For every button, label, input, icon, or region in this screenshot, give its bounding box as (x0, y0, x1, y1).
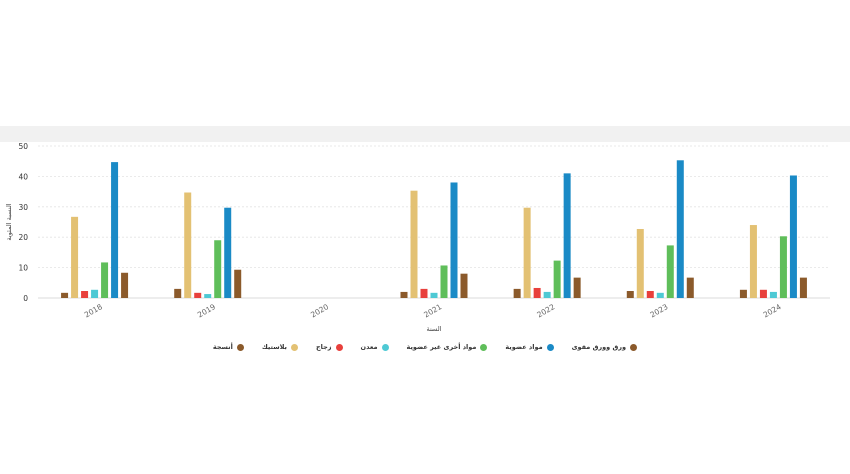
x-axis-ticks: 2018 2019 2020 2021 2022 2023 2024 (83, 302, 783, 319)
bar[interactable] (573, 277, 581, 298)
legend-label: أنسجة (212, 343, 233, 351)
bar[interactable] (759, 289, 767, 298)
bar[interactable] (513, 288, 521, 298)
y-tick-label: 30 (18, 203, 28, 212)
bar[interactable] (533, 287, 541, 298)
bar[interactable] (563, 173, 571, 298)
bar[interactable] (799, 277, 807, 298)
bar[interactable] (676, 160, 684, 298)
x-axis-label: السنة (426, 325, 441, 333)
bar[interactable] (460, 273, 468, 298)
legend-marker (290, 343, 298, 351)
legend-marker (630, 343, 638, 351)
legend-item[interactable]: بلاستيك (262, 343, 298, 351)
bar[interactable] (769, 291, 777, 298)
legend-marker (335, 343, 343, 351)
legend-label: بلاستيك (261, 343, 287, 351)
bar[interactable] (91, 289, 99, 298)
x-tick-label: 2022 (535, 302, 556, 319)
bar[interactable] (400, 291, 408, 298)
legend-item[interactable]: مواد أخرى غير عضوية (407, 343, 488, 351)
bar[interactable] (204, 294, 212, 298)
bar[interactable] (749, 225, 757, 298)
chart-header-band (0, 126, 850, 142)
bar[interactable] (646, 291, 654, 298)
y-tick-label: 50 (18, 142, 28, 151)
y-axis-ticks: 0 10 20 30 40 50 (18, 142, 28, 303)
bar[interactable] (224, 207, 232, 298)
y-tick-label: 10 (18, 264, 28, 273)
chart-legend: أنسجة بلاستيك زجاج معدن مواد أخرى غير عضوية م… (150, 340, 700, 354)
bar[interactable] (121, 272, 129, 298)
bar[interactable] (430, 292, 438, 298)
y-tick-label: 40 (18, 172, 28, 181)
bar[interactable] (101, 262, 109, 298)
bar[interactable] (666, 245, 674, 298)
bar[interactable] (214, 240, 222, 298)
bar[interactable] (779, 236, 787, 298)
grid-lines (38, 145, 830, 299)
bar[interactable] (543, 291, 551, 298)
bar[interactable] (789, 175, 797, 298)
bar[interactable] (234, 269, 242, 298)
y-tick-label: 20 (18, 233, 28, 242)
bar[interactable] (111, 162, 119, 298)
legend-label: زجاج (315, 343, 332, 351)
bar[interactable] (686, 277, 694, 298)
y-axis-label: النسبة المئوية (5, 203, 13, 240)
bar[interactable] (194, 292, 202, 298)
legend-marker (381, 343, 389, 351)
bar[interactable] (636, 228, 644, 298)
legend-label: مواد أخرى غير عضوية (406, 343, 477, 351)
bar[interactable] (420, 288, 428, 298)
bar[interactable] (61, 292, 69, 298)
x-tick-label: 2018 (83, 302, 104, 319)
bar[interactable] (656, 292, 664, 298)
bar[interactable] (410, 190, 418, 298)
bar[interactable] (523, 207, 531, 298)
bars (61, 160, 807, 298)
x-tick-label: 2023 (649, 302, 670, 319)
legend-item[interactable]: مواد عضوية (505, 343, 554, 351)
bar[interactable] (450, 182, 458, 298)
x-tick-label: 2024 (762, 302, 783, 319)
bar[interactable] (184, 192, 192, 298)
bar[interactable] (174, 288, 182, 298)
bar[interactable] (440, 265, 448, 298)
legend-marker (236, 343, 244, 351)
legend-item[interactable]: أنسجة (213, 343, 244, 351)
x-tick-label: 2021 (422, 302, 443, 319)
bar[interactable] (71, 216, 79, 298)
bar[interactable] (739, 289, 747, 298)
y-tick-label: 0 (23, 294, 28, 303)
legend-label: مواد عضوية (505, 343, 543, 351)
bar[interactable] (81, 291, 89, 298)
legend-marker (480, 343, 488, 351)
legend-item[interactable]: زجاج (316, 343, 343, 351)
x-tick-label: 2020 (309, 302, 330, 319)
x-tick-label: 2019 (196, 302, 217, 319)
bar[interactable] (626, 291, 634, 298)
bar[interactable] (553, 260, 561, 298)
legend-label: ورق وورق مقوى (571, 343, 627, 351)
legend-label: معدن (360, 343, 378, 351)
legend-item[interactable]: معدن (361, 343, 389, 351)
legend-item[interactable]: ورق وورق مقوى (572, 343, 638, 351)
legend-marker (546, 343, 554, 351)
